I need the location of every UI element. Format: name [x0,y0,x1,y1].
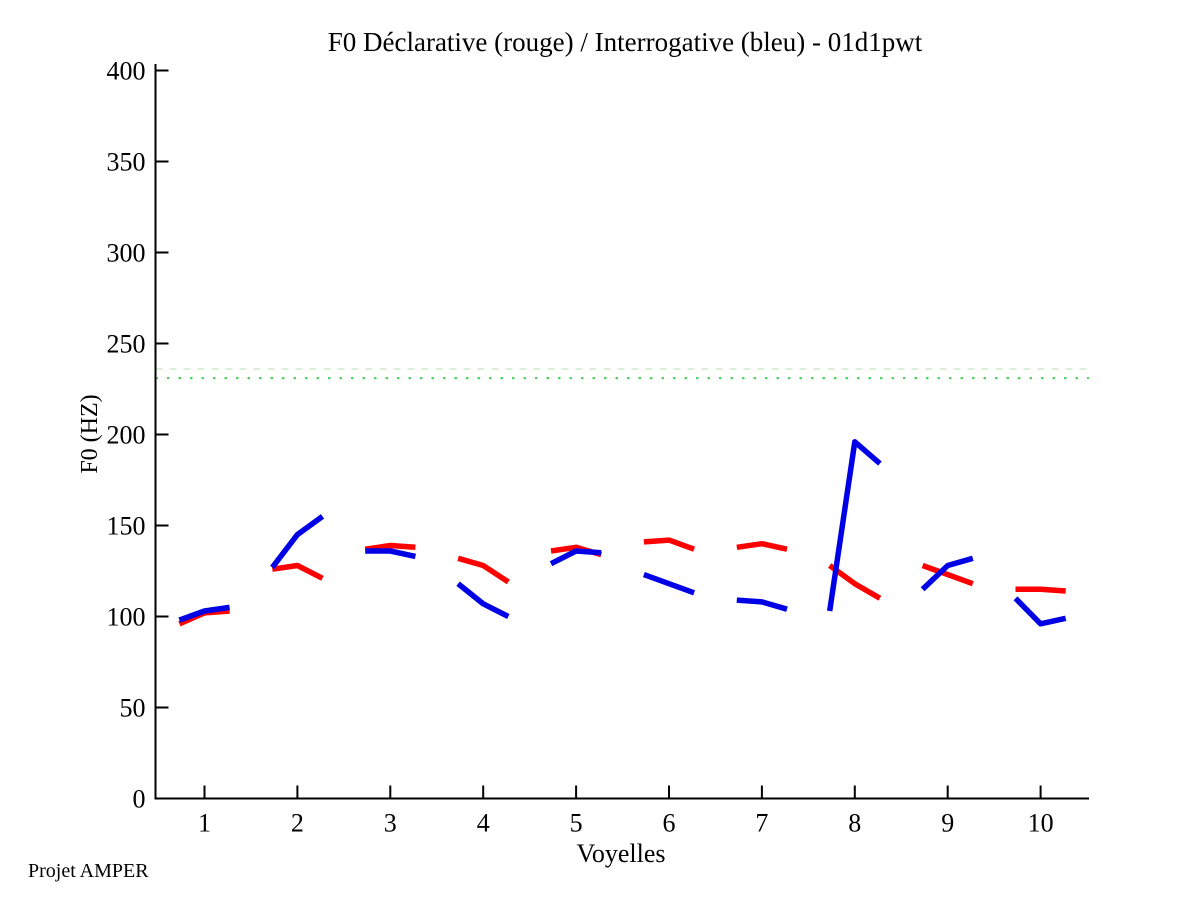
y-tick-label: 300 [107,239,146,268]
plot-area: 0 50 100 150 200 250 300 350 400 1 2 3 4 5 6 7 8 9 10 [107,57,1089,838]
x-tick-label: 3 [384,809,397,838]
x-tick-label: 1 [198,809,211,838]
declarative-line-vowel-3 [364,542,416,552]
declarative-line-vowel-6 [643,537,696,552]
y-tick-label: 200 [107,421,146,450]
interrogative-line-vowel-3 [365,548,416,560]
y-axis-label: F0 (HZ) [77,394,103,473]
x-tick-label: 4 [477,809,490,838]
declarative-line-vowel-7 [736,540,788,552]
x-tick-label: 8 [848,809,861,838]
y-tick-label: 100 [107,603,146,632]
x-tick-label: 10 [1028,809,1054,838]
interrogative-line-vowel-6 [642,572,696,596]
chart-title: F0 Déclarative (rouge) / Interrogative (… [328,27,923,57]
x-tick-label: 2 [291,809,304,838]
interrogative-line-vowel-9 [920,555,974,592]
declarative-line-vowel-4 [457,555,510,585]
x-tick-label: 7 [755,809,768,838]
interrogative-line-vowel-1 [178,604,230,623]
project-footer: Projet AMPER [28,860,149,882]
y-tick-label: 350 [107,148,146,177]
interrogative-line-vowel-7 [736,597,788,612]
interrogative-line-vowel-4 [456,581,510,619]
y-tick-label: 50 [120,694,146,723]
interrogative-line-vowel-10 [1013,596,1067,627]
declarative-line-vowel-2 [271,562,324,581]
x-axis-label: Voyelles [576,839,665,868]
declarative-line-vowel-9 [921,562,974,587]
x-tick-label: 5 [570,809,583,838]
interrogative-line-vowel-5 [549,548,602,567]
interrogative-line-vowel-2 [270,514,325,570]
x-tick-label: 9 [941,809,954,838]
y-tick-label: 0 [133,785,146,814]
x-tick-label: 6 [663,809,676,838]
y-tick-label: 400 [107,57,146,86]
y-tick-label: 150 [107,512,146,541]
declarative-line-vowel-10 [1015,586,1066,594]
y-tick-label: 250 [107,330,146,359]
interrogative-line-vowel-8 [826,439,882,612]
